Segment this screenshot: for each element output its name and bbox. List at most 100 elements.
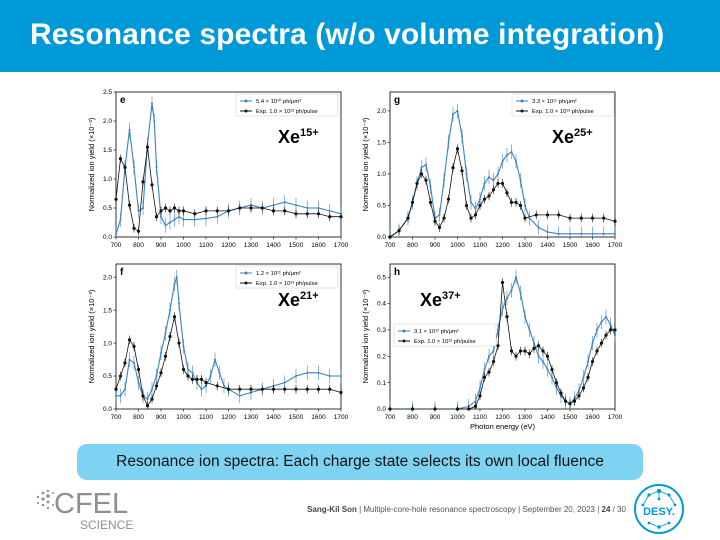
x-tick-label: 1400 [266, 242, 281, 249]
x-tick-label: 1100 [199, 242, 213, 249]
theory-data-point [133, 166, 135, 169]
x-tick-label: 1000 [450, 242, 465, 249]
theory-data-point [193, 218, 196, 221]
exp-data-point [168, 209, 172, 213]
x-tick-label: 900 [156, 242, 167, 249]
exp-data-point [410, 200, 415, 204]
exp-data-point [410, 407, 415, 411]
x-tick-label: 1500 [289, 414, 304, 421]
exp-data-point [602, 216, 606, 220]
exp-data-point [150, 183, 154, 187]
y-tick-label: 0.0 [103, 234, 112, 241]
theory-data-point [182, 218, 185, 221]
theory-data-point [479, 386, 481, 389]
exp-data-point [523, 349, 527, 353]
exp-data-point [159, 371, 163, 375]
exp-data-point [163, 354, 168, 358]
exp-data-point [145, 404, 150, 408]
exp-data-point [226, 209, 231, 213]
theory-data-point [169, 309, 171, 312]
exp-data-point [172, 315, 177, 319]
exp-data-point [581, 386, 586, 390]
exp-data-point [204, 209, 208, 213]
theory-data-point [546, 368, 549, 371]
legend-box [235, 93, 339, 117]
legend-label: Exp. 1.0 × 10¹³ ph/pulse [256, 281, 318, 287]
exp-data-point [590, 216, 595, 220]
theory-data-point [146, 398, 149, 401]
ion-label: Xe37+ [420, 290, 461, 310]
legend-marker [402, 329, 406, 333]
ion-element: Xe [420, 290, 442, 310]
desy-logo: DESY. [634, 484, 684, 534]
exp-data-point [397, 229, 401, 233]
theory-data-point [200, 388, 203, 391]
x-tick-label: 800 [407, 242, 418, 249]
exp-data-point [514, 200, 518, 204]
theory-data-point [492, 350, 495, 352]
exp-data-point [595, 349, 599, 353]
theory-data-point [216, 215, 219, 218]
theory-data-point [497, 172, 499, 175]
exp-data-point [305, 212, 309, 216]
x-tick-label: 1400 [266, 414, 281, 421]
y-tick-label: 0.5 [377, 274, 386, 281]
theory-data-point [580, 232, 583, 235]
x-tick-label: 1200 [495, 242, 510, 249]
theory-data-point [501, 307, 504, 310]
exp-data-point [505, 191, 509, 195]
panel-label: h [394, 267, 400, 278]
theory-data-point [173, 218, 176, 221]
x-tick-label: 1100 [473, 414, 487, 421]
theory-data-point [160, 215, 162, 218]
theory-data-point [295, 375, 297, 378]
ion-element: Xe [278, 290, 300, 310]
exp-data-point [424, 178, 428, 182]
exp-data-point [141, 180, 145, 184]
theory-data-point [306, 371, 309, 374]
y-tick-label: 0.0 [377, 406, 386, 413]
exp-data-point [527, 352, 532, 356]
legend-label: Exp. 1.0 × 10¹³ ph/pulse [532, 109, 594, 115]
x-tick-label: 1200 [495, 414, 510, 421]
theory-data-point [609, 323, 612, 326]
ion-charge: 25+ [574, 127, 593, 139]
x-tick-label: 1100 [199, 414, 213, 421]
panel-label: f [120, 267, 124, 278]
exp-data-point [460, 169, 464, 173]
theory-data-point [483, 368, 486, 371]
x-tick-label: 1600 [585, 242, 600, 249]
x-tick-label: 1500 [563, 414, 578, 421]
x-tick-label: 900 [430, 242, 441, 249]
theory-data-point [283, 201, 286, 204]
exp-data-point [505, 315, 509, 319]
theory-data-point [551, 376, 553, 379]
legend-box [393, 323, 497, 347]
theory-data-point [510, 150, 513, 153]
exp-data-point [181, 367, 186, 372]
y-tick-label: 0.5 [103, 373, 112, 380]
desy-text: DESY. [643, 506, 675, 518]
exp-data-point [579, 216, 583, 220]
legend-marker [244, 109, 248, 113]
theory-data-point [479, 198, 481, 201]
exp-data-point [271, 387, 276, 391]
resonance-spectra-figure: 700 800 900 1000 1100 1200 1300 1400 1500 1600 170… [87, 89, 623, 431]
theory-data-point [492, 179, 495, 182]
exp-data-point [271, 209, 276, 213]
exp-data-point [545, 213, 550, 217]
theory-data-point [425, 163, 427, 166]
chart-panel-g: 700 800 900 1000 1100 1200 1300 1400 1500 1600 170… [361, 91, 623, 249]
theory-data-point [115, 233, 117, 236]
legend-label: 1.2 × 10¹¹ ph/μm² [256, 271, 301, 277]
exp-data-point [473, 213, 478, 217]
legend-label: Exp. 1.0 × 10¹³ ph/pulse [256, 109, 318, 115]
x-tick-label: 1200 [221, 414, 236, 421]
footer-date: September 20, 2023 [522, 505, 595, 514]
exp-data-point [195, 377, 199, 381]
legend-label: 3.3 × 10¹¹ ph/μm² [532, 99, 577, 105]
theory-data-point [600, 321, 603, 323]
exp-data-point [469, 216, 473, 220]
exp-data-point [491, 359, 496, 364]
y-tick-label: 2.0 [377, 108, 386, 115]
